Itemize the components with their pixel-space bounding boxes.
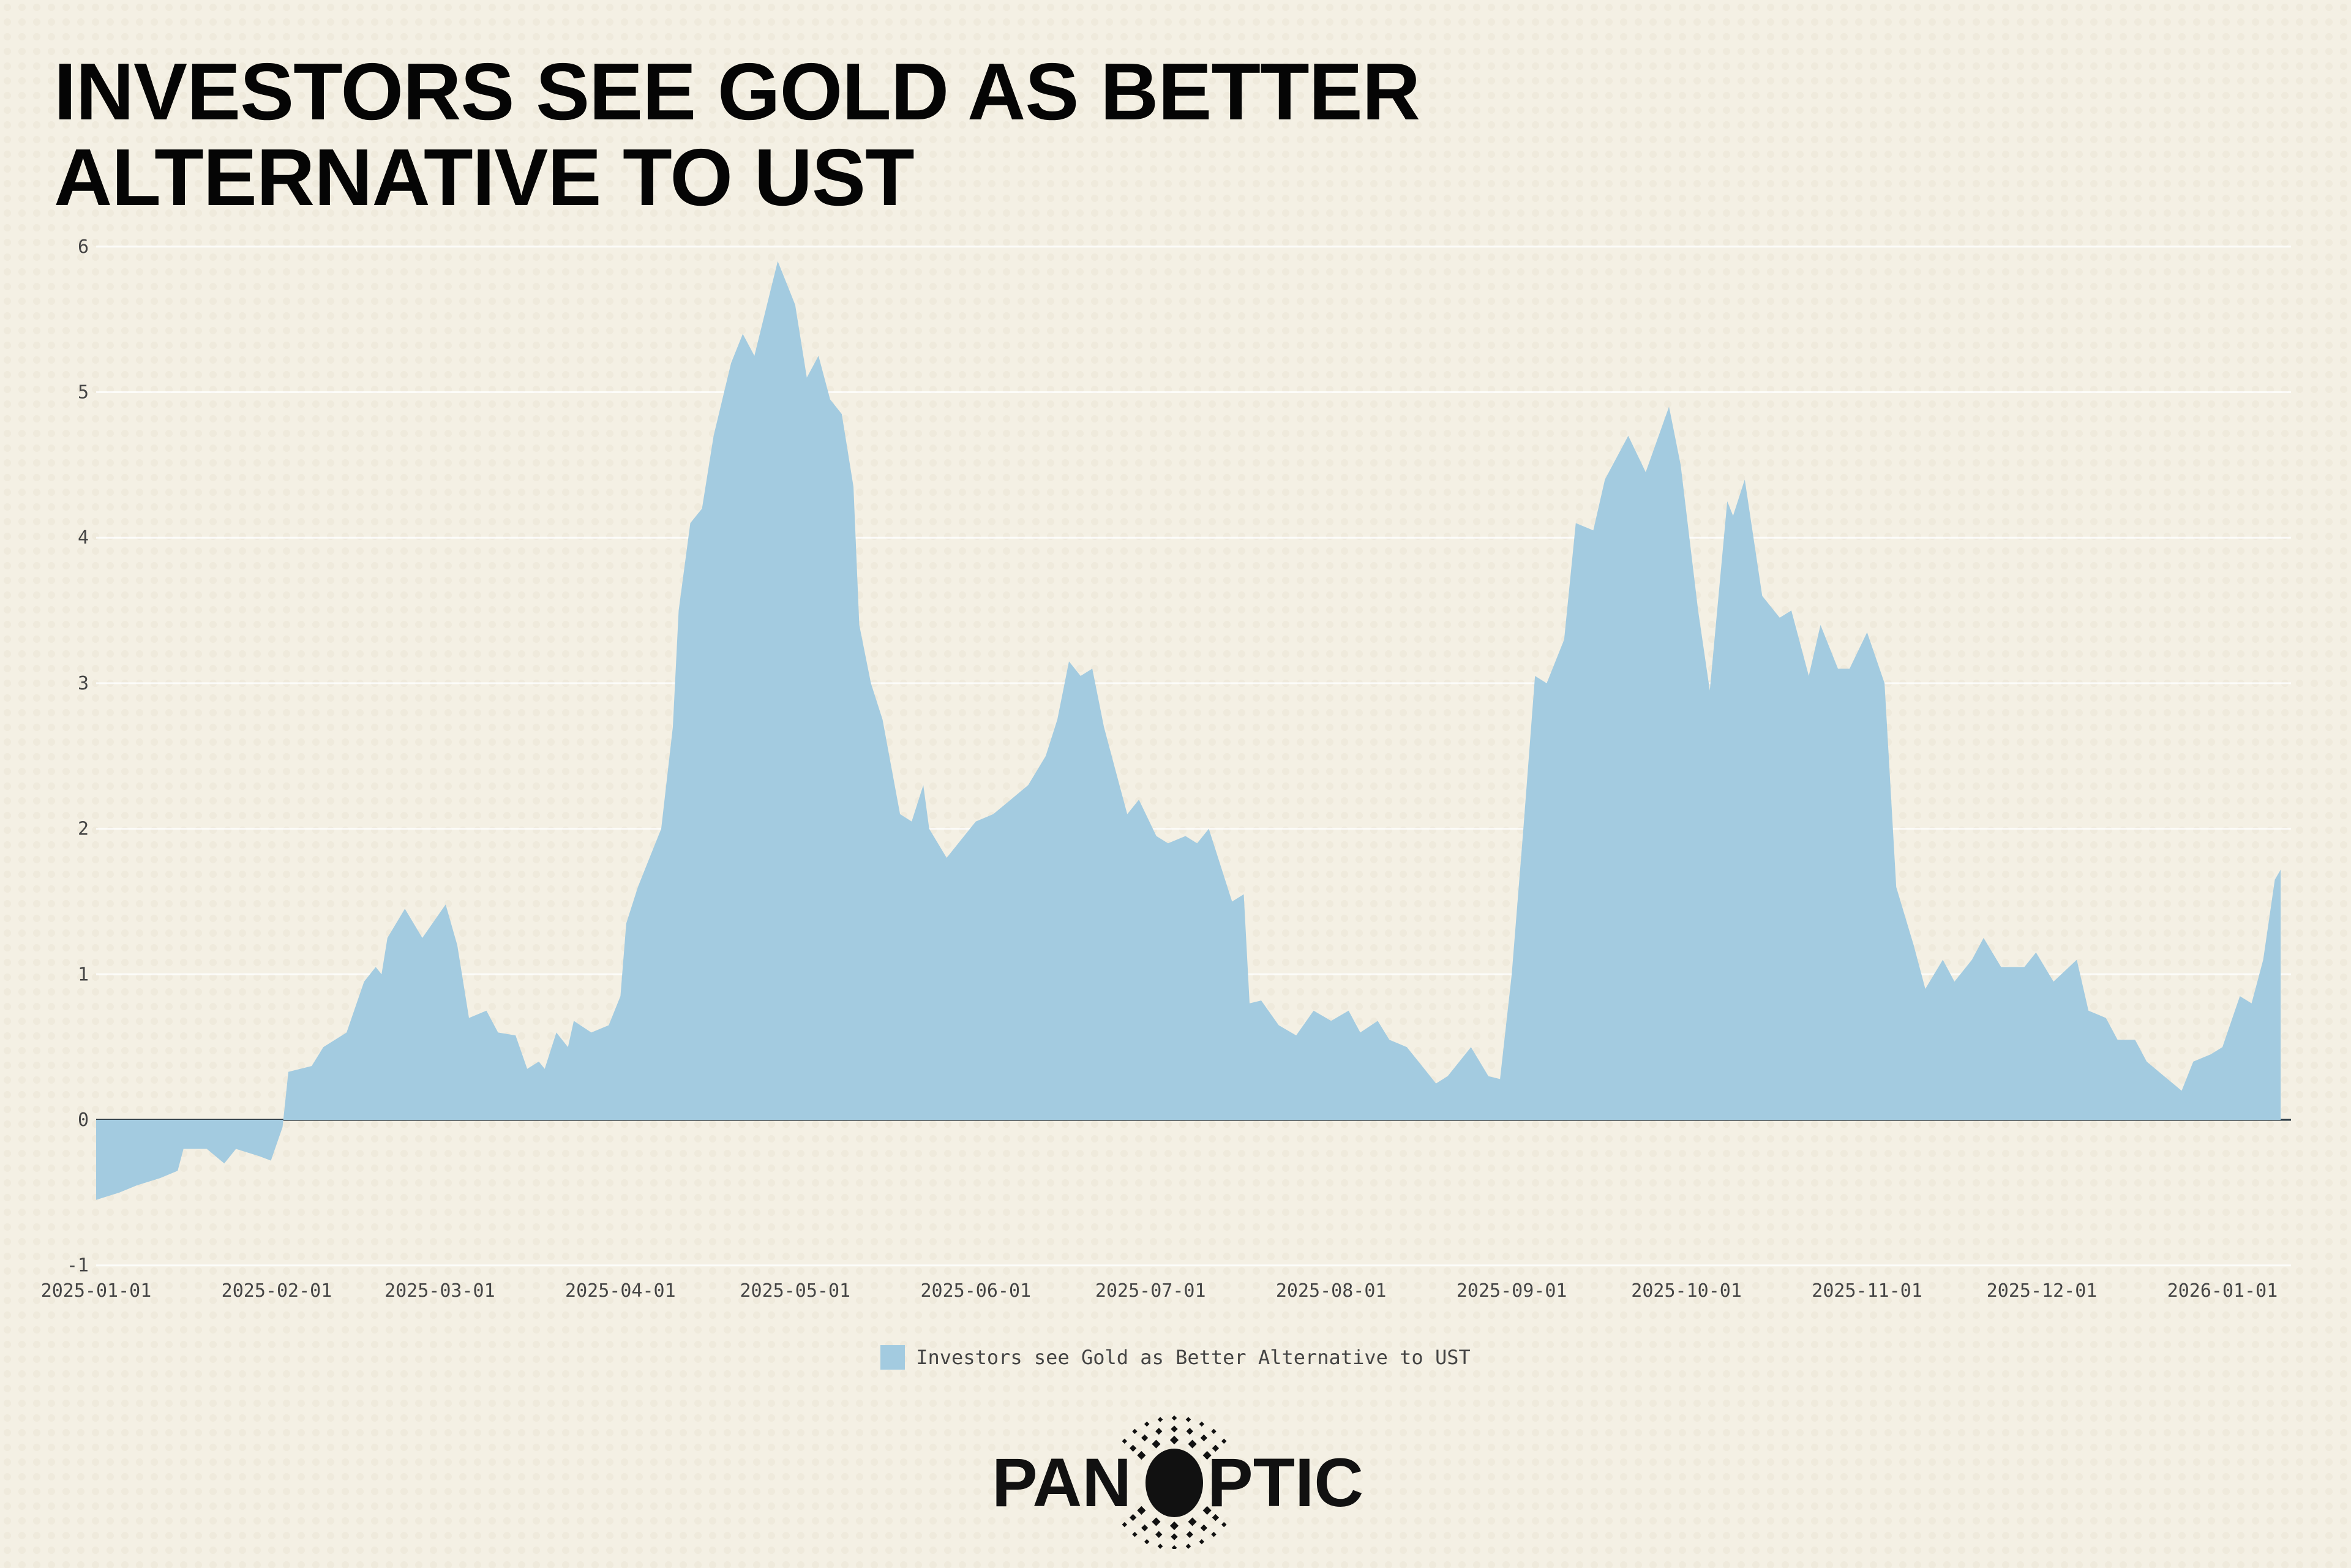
- y-tick-label: 6: [78, 236, 89, 258]
- y-tick-label: 2: [78, 819, 89, 840]
- logo-dot: [1171, 1425, 1178, 1433]
- logo-dot: [1200, 1434, 1208, 1442]
- y-tick-label: 0: [78, 1109, 89, 1131]
- logo-dot: [1137, 1450, 1146, 1460]
- logo-dot: [1186, 1531, 1193, 1538]
- x-tick-label: 2025-07-01: [1095, 1280, 1206, 1302]
- y-tick-label: 3: [78, 673, 89, 694]
- legend-label: Investors see Gold as Better Alternative…: [916, 1346, 1471, 1369]
- x-tick-label: 2025-11-01: [1812, 1280, 1922, 1302]
- x-tick-label: 2025-05-01: [740, 1280, 850, 1302]
- logo-dot: [1132, 1531, 1138, 1537]
- logo-dot: [1188, 1517, 1197, 1526]
- x-tick-label: 2025-12-01: [1987, 1280, 2098, 1302]
- logo-dot: [1122, 1521, 1128, 1528]
- logo-dot: [1188, 1439, 1197, 1449]
- logo-dot: [1200, 1524, 1208, 1532]
- y-tick-label: 5: [78, 382, 89, 403]
- logo-dot: [1144, 1421, 1150, 1427]
- logo-dot: [1122, 1438, 1128, 1444]
- logo-dot: [1199, 1539, 1205, 1545]
- logo-dot: [1137, 1506, 1146, 1515]
- logo-dot: [1141, 1434, 1149, 1442]
- logo-dot: [1144, 1539, 1150, 1545]
- x-tick-label: 2025-03-01: [384, 1280, 495, 1302]
- logo-text-right: PTICA: [1207, 1444, 1365, 1521]
- logo-dot: [1211, 1428, 1217, 1435]
- legend-swatch: [880, 1345, 906, 1370]
- logo-text-left: PAN: [992, 1444, 1131, 1521]
- logo-dot: [1171, 1545, 1177, 1549]
- logo-dot: [1169, 1435, 1179, 1445]
- logo-dot: [1171, 1533, 1178, 1540]
- logo-dot: [1155, 1531, 1163, 1538]
- logo-dot: [1157, 1544, 1163, 1549]
- logo-dot: [1157, 1417, 1163, 1422]
- y-tick-label: -1: [67, 1255, 89, 1277]
- y-tick-label: 4: [78, 527, 89, 549]
- x-tick-label: 2025-06-01: [920, 1280, 1031, 1302]
- logo-dot: [1185, 1417, 1191, 1422]
- logo-dot: [1141, 1524, 1149, 1532]
- logo-dot: [1211, 1531, 1217, 1537]
- logo-dot: [1152, 1439, 1161, 1449]
- series-area: [96, 261, 2281, 1200]
- legend: Investors see Gold as Better Alternative…: [0, 1345, 2351, 1370]
- x-tick-label: 2025-01-01: [41, 1280, 152, 1302]
- x-tick-label: 2025-04-01: [565, 1280, 676, 1302]
- logo-dot: [1155, 1428, 1163, 1435]
- panoptica-logo: PAN PTICA: [992, 1415, 1365, 1549]
- logo-dot: [1152, 1517, 1161, 1526]
- logo-eye-icon: [1146, 1449, 1203, 1517]
- logo-dot: [1186, 1428, 1193, 1435]
- y-tick-label: 1: [78, 964, 89, 985]
- x-tick-label: 2025-10-01: [1631, 1280, 1742, 1302]
- logo-dot: [1221, 1438, 1227, 1444]
- logo-dot: [1221, 1521, 1227, 1528]
- logo-dot: [1132, 1428, 1138, 1435]
- logo-dot: [1171, 1415, 1177, 1421]
- x-tick-label: 2025-02-01: [222, 1280, 332, 1302]
- x-tick-label: 2025-08-01: [1276, 1280, 1387, 1302]
- x-tick-label: 2026-01-01: [2167, 1280, 2278, 1302]
- x-axis-ticks: 2025-01-01 2025-02-01 2025-03-01 2025-04-01…: [41, 1280, 2278, 1302]
- y-axis-ticks: 6 5 4 3 2 1 0 -1: [67, 236, 89, 1277]
- logo-dot: [1169, 1521, 1179, 1531]
- logo-dot: [1185, 1544, 1191, 1549]
- chart-title: INVESTORS SEE GOLD AS BETTER ALTERNATIVE…: [54, 47, 1420, 222]
- logo-dot: [1199, 1421, 1205, 1427]
- x-tick-label: 2025-09-01: [1457, 1280, 1567, 1302]
